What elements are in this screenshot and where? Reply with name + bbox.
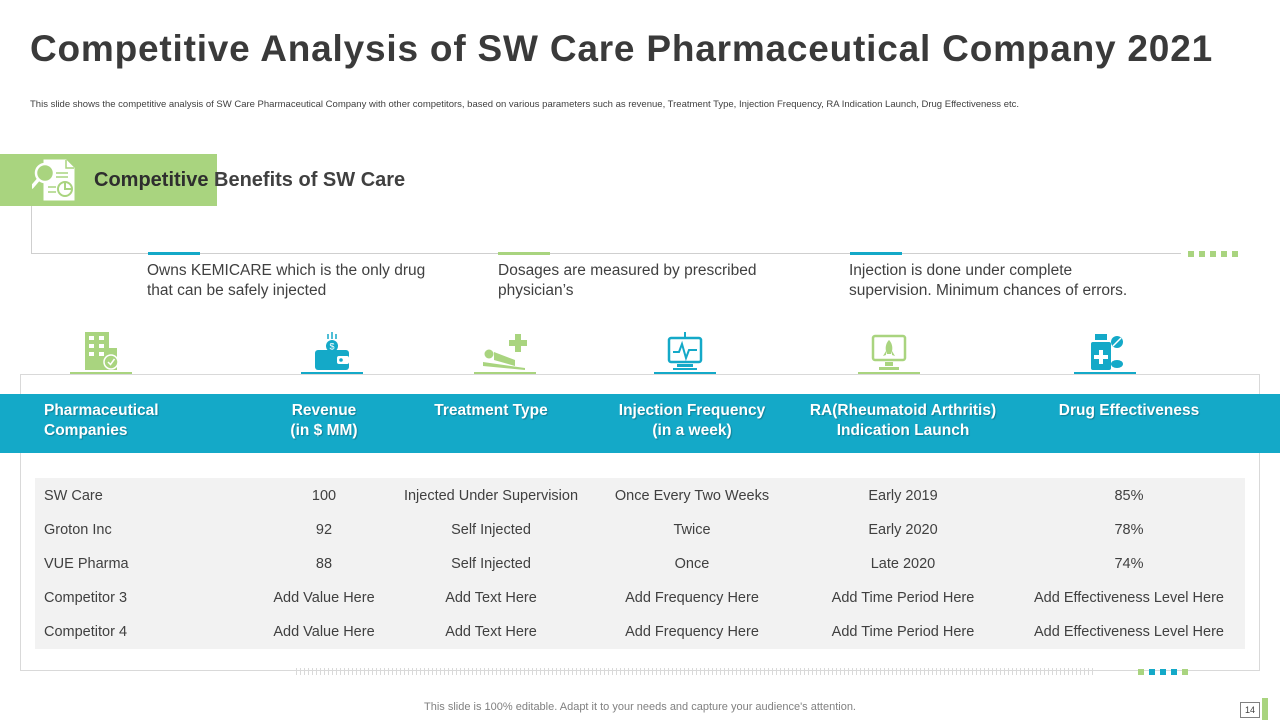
table-cell: Add Frequency Here: [625, 590, 759, 606]
table-cell: Early 2019: [868, 488, 938, 504]
table-cell: Add Effectiveness Level Here: [1034, 590, 1224, 606]
benefit-accent-bar: [850, 252, 902, 255]
icon-underline: [301, 372, 363, 374]
table-cell: 92: [315, 522, 333, 538]
benefit-text: Injection is done under complete supervi…: [849, 262, 1128, 299]
table-cell: Add Text Here: [445, 590, 537, 606]
table-cell: 100: [311, 488, 337, 504]
table-cell: Competitor 4: [44, 624, 128, 640]
table-row: SW Care 100 Injected Under Supervision O…: [35, 479, 1245, 513]
table-cell: Add Time Period Here: [831, 624, 975, 640]
table-cell: Self Injected: [451, 522, 531, 538]
table-cell: Add Effectiveness Level Here: [1034, 624, 1224, 640]
header-label: Injection Frequency (in a week): [618, 402, 766, 439]
icon-underline: [858, 372, 920, 374]
section-heading: Competitive Benefits of SW Care: [94, 169, 405, 192]
table-cell: Add Frequency Here: [625, 624, 759, 640]
table-cell: Add Time Period Here: [831, 590, 975, 606]
decor-dots-bottom: [1138, 669, 1188, 675]
monitor-ecg-icon: [654, 328, 716, 372]
slide-title: Competitive Analysis of SW Care Pharmace…: [30, 28, 1213, 69]
building-icon: [70, 328, 132, 372]
icon-underline: [70, 372, 132, 374]
section-heading-rest: Benefits of SW Care: [208, 169, 406, 191]
header-cell: Treatment Type: [401, 401, 581, 421]
table-body: SW Care 100 Injected Under Supervision O…: [35, 478, 1245, 649]
table-header: Pharmaceutical Companies Revenue (in $ M…: [0, 394, 1280, 453]
table-row: Competitor 4 Add Value Here Add Text Her…: [35, 615, 1245, 649]
slide-subtitle: This slide shows the competitive analysi…: [30, 99, 1020, 110]
svg-text:$: $: [329, 342, 334, 352]
table-cell: 88: [315, 556, 333, 572]
table-cell: 74%: [1114, 556, 1144, 572]
header-cell: Revenue (in $ MM): [244, 401, 404, 440]
header-label: RA(Rheumatoid Arthritis) Indication Laun…: [809, 402, 997, 439]
benefit-accent-bar: [498, 252, 550, 255]
wallet-icon: $: [301, 328, 363, 372]
header-label: Pharmaceutical Companies: [44, 402, 159, 439]
benefit-text: Dosages are measured by prescribed physi…: [498, 262, 757, 299]
header-cell: Drug Effectiveness: [1029, 401, 1229, 421]
page-accent-bar: [1262, 698, 1268, 720]
header-label: Drug Effectiveness: [1058, 402, 1200, 419]
table-cell: Add Value Here: [273, 590, 375, 606]
decor-hatch-line: [296, 668, 1096, 675]
icon-underline: [1074, 372, 1136, 374]
table-cell: Add Text Here: [445, 624, 537, 640]
page-number: 14: [1240, 702, 1260, 718]
frame-line-vertical: [31, 206, 32, 254]
table-cell: Competitor 3: [44, 590, 128, 606]
benefit-accent-bar: [148, 252, 200, 255]
medicine-bottle-icon: [1074, 328, 1136, 372]
table-cell: 85%: [1114, 488, 1144, 504]
table-cell: Self Injected: [451, 556, 531, 572]
frame-line-horizontal: [31, 253, 1181, 254]
section-heading-highlight: Competitive: [94, 169, 209, 191]
table-cell: Once: [674, 556, 710, 572]
table-row: Competitor 3 Add Value Here Add Text Her…: [35, 581, 1245, 615]
icon-underline: [654, 372, 716, 374]
table-cell: Early 2020: [868, 522, 938, 538]
footer-note: This slide is 100% editable. Adapt it to…: [424, 701, 856, 713]
table-cell: Twice: [673, 522, 711, 538]
table-row: VUE Pharma 88 Self Injected Once Late 20…: [35, 547, 1245, 581]
table-cell: Late 2020: [870, 556, 936, 572]
header-cell: Injection Frequency (in a week): [592, 401, 792, 440]
table-cell: Groton Inc: [44, 522, 112, 538]
table-cell: 78%: [1114, 522, 1144, 538]
document-analysis-icon: [30, 157, 80, 203]
table-cell: Injected Under Supervision: [403, 488, 579, 504]
table-cell: VUE Pharma: [44, 556, 129, 572]
header-cell: Pharmaceutical Companies: [44, 401, 224, 440]
patient-bed-icon: [474, 328, 536, 372]
icon-underline: [474, 372, 536, 374]
table-cell: SW Care: [44, 488, 103, 504]
table-cell: Add Value Here: [273, 624, 375, 640]
header-cell: RA(Rheumatoid Arthritis) Indication Laun…: [793, 401, 1013, 440]
computer-rocket-icon: [858, 328, 920, 372]
table-row: Groton Inc 92 Self Injected Twice Early …: [35, 513, 1245, 547]
header-label: Revenue (in $ MM): [290, 402, 358, 439]
decor-dots-top: [1188, 251, 1238, 257]
header-label: Treatment Type: [434, 402, 548, 419]
table-cell: Once Every Two Weeks: [614, 488, 770, 504]
benefit-text: Owns KEMICARE which is the only drug tha…: [147, 262, 426, 299]
